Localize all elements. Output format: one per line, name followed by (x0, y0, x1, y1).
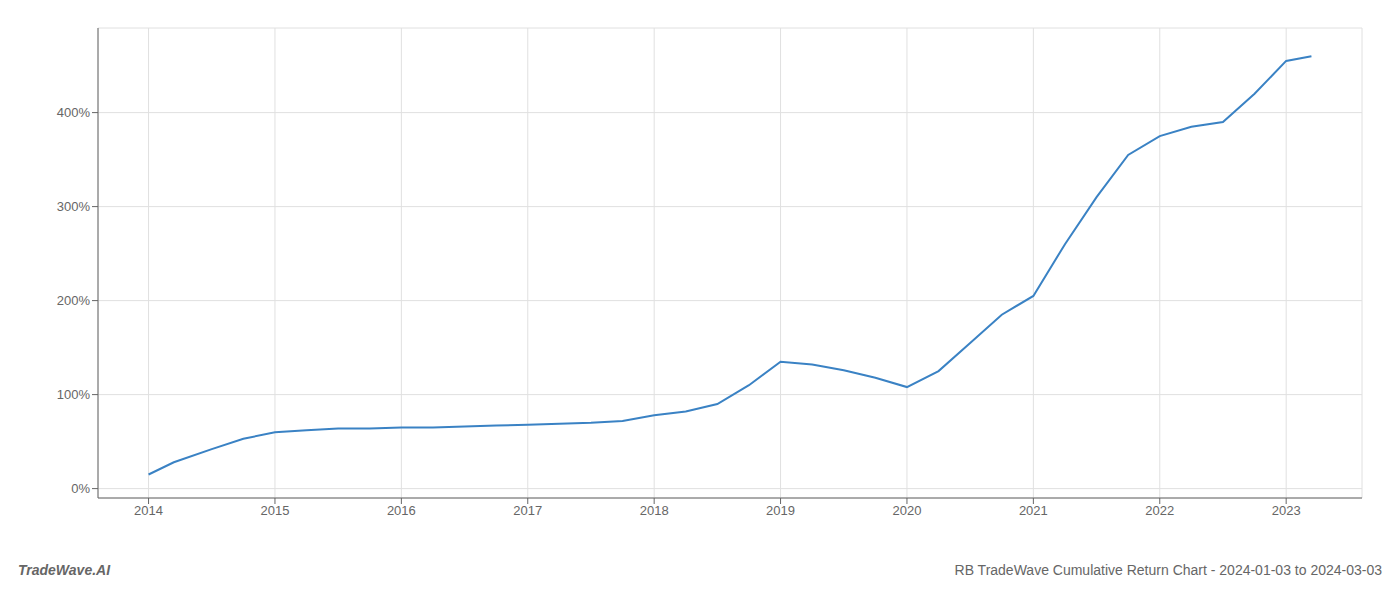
html-text:TradeWave.AI: TradeWave.AI (18, 562, 111, 578)
svg-text:2017: 2017 (513, 503, 542, 518)
svg-text:2016: 2016 (387, 503, 416, 518)
html-text:RB TradeWave Cumulative Return: RB TradeWave Cumulative Return Chart - 2… (954, 562, 1382, 578)
svg-text:2022: 2022 (1145, 503, 1174, 518)
svg-text:2023: 2023 (1272, 503, 1301, 518)
svg-text:2018: 2018 (640, 503, 669, 518)
svg-text:200%: 200% (57, 293, 91, 308)
svg-text:400%: 400% (57, 105, 91, 120)
svg-text:2019: 2019 (766, 503, 795, 518)
svg-text:100%: 100% (57, 387, 91, 402)
svg-text:0%: 0% (71, 481, 90, 496)
svg-text:300%: 300% (57, 199, 91, 214)
svg-text:2021: 2021 (1019, 503, 1048, 518)
svg-text:2015: 2015 (260, 503, 289, 518)
svg-text:2020: 2020 (892, 503, 921, 518)
svg-text:2014: 2014 (134, 503, 163, 518)
